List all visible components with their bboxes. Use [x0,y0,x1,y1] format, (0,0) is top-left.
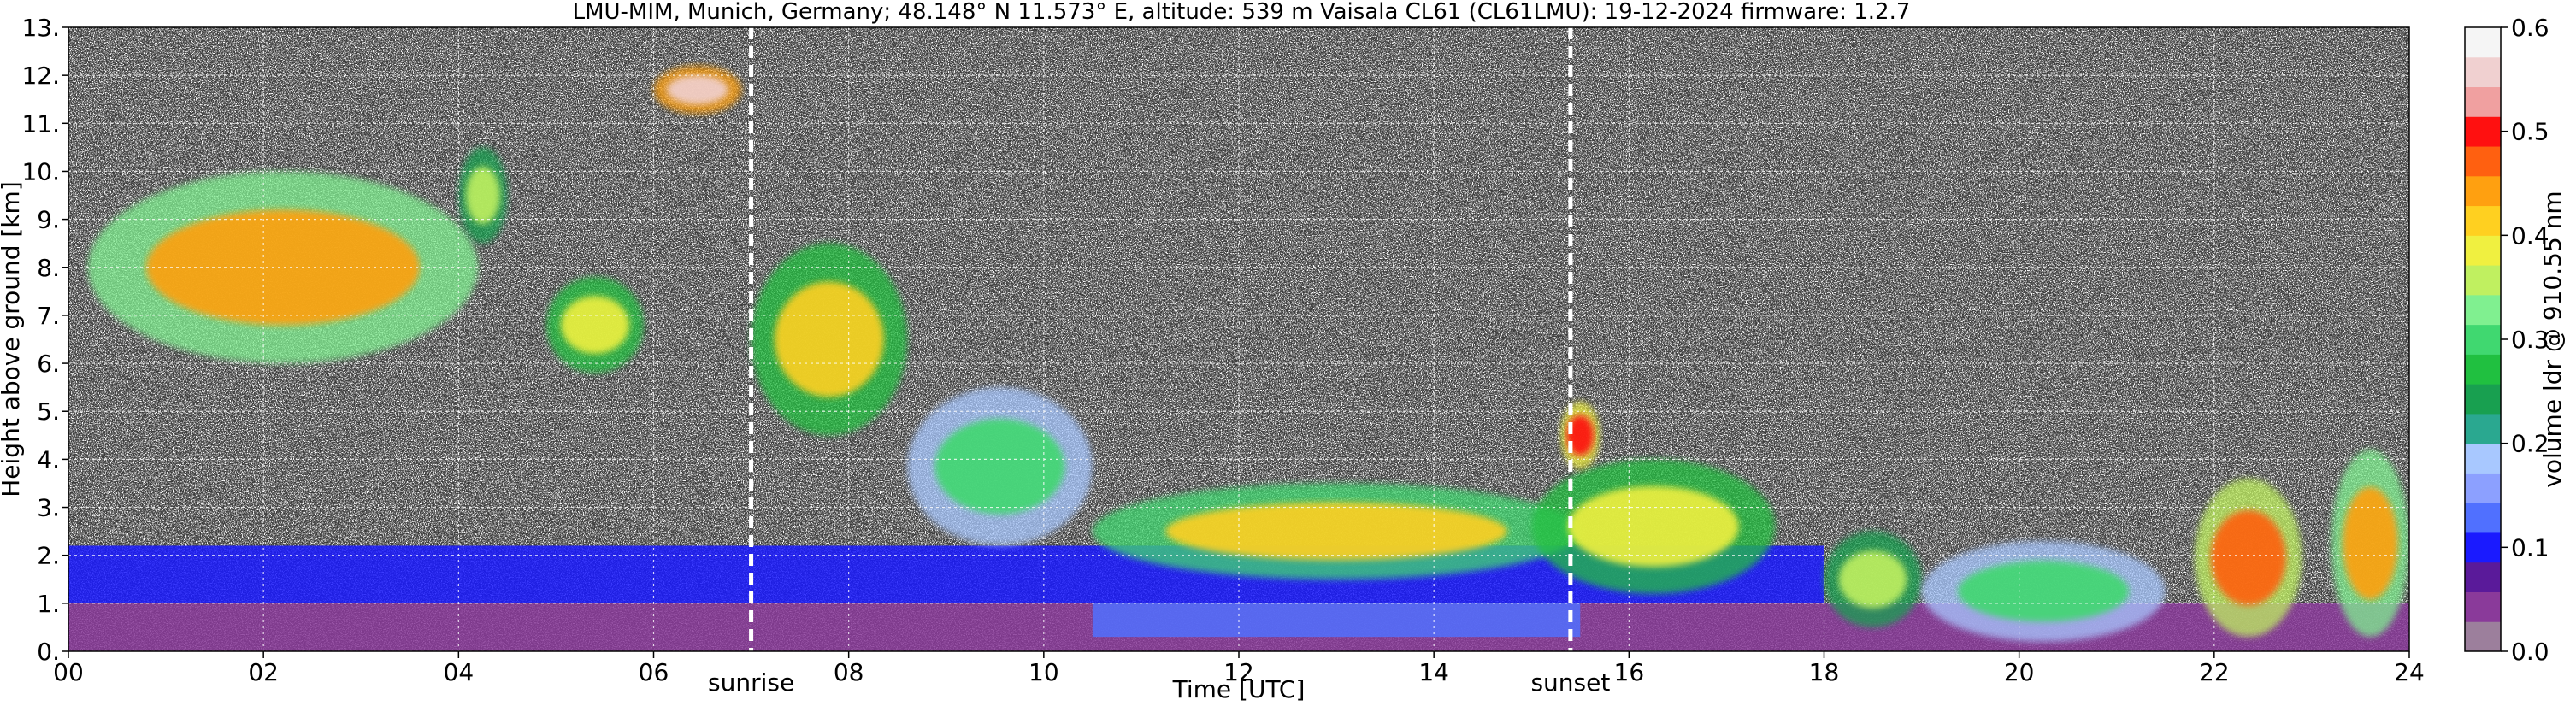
colorbar-segment-14 [2465,205,2501,236]
colorbar-segment-0 [2465,621,2501,652]
colorbar-tick-label-3: 0.3 [2511,326,2549,354]
colorbar-segment-20 [2465,27,2501,58]
cloud-region-0 [146,209,420,326]
cloud-region-5 [934,419,1065,515]
x-tick-label-10: 20 [2004,658,2035,686]
colorbar-segment-8 [2465,384,2501,415]
chart-title: LMU-MIM, Munich, Germany; 48.148° N 11.5… [573,0,1911,25]
colorbar-segment-4 [2465,503,2501,533]
colorbar-segment-18 [2465,86,2501,117]
colorbar-segment-10 [2465,324,2501,355]
colorbar-segment-13 [2465,235,2501,266]
colorbar-segment-17 [2465,116,2501,147]
marker-label-sunrise: sunrise [708,668,794,697]
y-axis: 0. 1. 2. 3. 4. 5. 6. 7. 8. 9. 10. 11. 12. 13. [21,14,68,666]
y-tick-label-2: 2. [37,542,60,570]
y-tick-label-9: 9. [37,206,60,234]
colorbar-segment-11 [2465,294,2501,326]
x-axis-label: Time [UTC] [1172,675,1306,703]
x-tick-label-7: 14 [1418,658,1449,686]
cloud-region-11 [2210,509,2286,606]
x-tick-label-11: 22 [2199,658,2230,686]
y-tick-label-7: 7. [37,302,60,330]
colorbar-segment-3 [2465,532,2501,563]
grid-lines [68,27,2409,651]
cloud-region-2 [561,296,629,354]
x-tick-label-6: 12 [1223,658,1254,686]
cloud-region-12 [2343,486,2398,600]
cloud-region-7 [1568,485,1739,568]
y-tick-label-13: 13. [21,14,60,42]
x-tick-label-8: 16 [1614,658,1645,686]
cloud-region-8 [1566,415,1595,456]
marker-labels: sunrise sunset [708,668,1610,697]
x-tick-label-4: 08 [834,658,864,686]
colorbar-segment-1 [2465,591,2501,622]
colorbar-segment-9 [2465,354,2501,385]
x-tick-label-9: 18 [1809,658,1840,686]
x-tick-label-5: 10 [1029,658,1059,686]
y-tick-label-4: 4. [37,445,60,474]
colorbar-tick-label-2: 0.2 [2511,430,2549,458]
x-tick-label-2: 04 [444,658,475,686]
y-tick-label-5: 5. [37,397,60,426]
x-tick-label-1: 02 [248,658,279,686]
colorbar-label: volume ldr @ 910.55 nm [2538,191,2567,487]
layer-2 [1092,603,1581,638]
colorbar-segment-15 [2465,175,2501,207]
cloud-region-6 [1165,502,1507,561]
y-tick-label-0: 0. [37,638,60,666]
cloud-region-4 [774,281,884,397]
colorbar-tick-label-4: 0.4 [2511,221,2549,250]
colorbar-segment-19 [2465,56,2501,88]
x-tick-label-3: 06 [639,658,669,686]
cloud-region-9 [1838,550,1907,609]
colorbar [2465,27,2501,652]
colorbar-segment-16 [2465,146,2501,177]
y-tick-label-3: 3. [37,494,60,522]
colorbar-tick-label-6: 0.6 [2511,14,2549,42]
colorbar-ticks: 0.0 0.1 0.2 0.3 0.4 0.5 0.6 [2501,14,2549,666]
colorbar-segment-12 [2465,265,2501,296]
cloud-region-1 [465,166,500,225]
colorbar-segment-2 [2465,562,2501,592]
colorbar-tick-label-5: 0.5 [2511,118,2549,146]
y-tick-label-11: 11. [21,109,60,138]
y-tick-label-6: 6. [37,350,60,378]
cloud-region-3 [666,75,728,104]
cloud-region-10 [1958,561,2130,622]
colorbar-segment-7 [2465,413,2501,444]
x-axis: 00 02 04 06 08 10 12 14 16 18 20 22 24 [53,651,2425,686]
colorbar-segment-5 [2465,473,2501,503]
plot-area [68,27,2409,651]
colorbar-segment-6 [2465,443,2501,474]
colorbar-tick-label-0: 0.0 [2511,638,2549,666]
y-tick-label-1: 1. [37,590,60,618]
x-tick-label-0: 00 [53,658,84,686]
y-tick-label-10: 10. [21,157,60,185]
colorbar-tick-label-1: 0.1 [2511,533,2549,562]
sun-markers [749,27,1573,651]
y-tick-label-12: 12. [21,62,60,90]
y-axis-label: Height above ground [km] [0,181,25,497]
x-tick-label-12: 24 [2394,658,2425,686]
y-tick-label-8: 8. [37,254,60,282]
marker-label-sunset: sunset [1530,668,1610,697]
